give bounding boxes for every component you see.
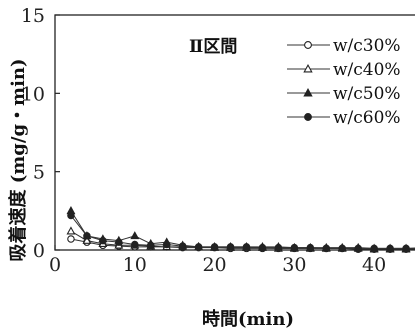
x-tick-label: 30 [282, 254, 306, 276]
legend: w/c30% w/c40% w/c50% w/c60% [287, 36, 401, 128]
x-axis-label: 時間(min) [202, 309, 294, 330]
x-tick-label: 20 [202, 254, 226, 276]
legend-item: w/c40% [287, 60, 401, 80]
data-point [306, 243, 315, 252]
data-point [162, 240, 171, 249]
data-point [115, 238, 123, 246]
chart-annotation: Ⅱ区間 [189, 37, 237, 57]
y-tick-label: 15 [21, 5, 45, 27]
series-line [70, 215, 415, 250]
data-point [67, 211, 75, 220]
legend-item: w/c30% [287, 36, 401, 56]
plot-frame [54, 14, 415, 251]
data-point [370, 244, 378, 253]
data-point [274, 243, 283, 252]
legend-label: w/c50% [333, 84, 401, 104]
data-point [83, 232, 91, 240]
legend-marker [304, 41, 312, 49]
legend-item: w/c60% [287, 108, 401, 128]
y-tick-label: 0 [33, 240, 45, 262]
x-tick-label: 10 [123, 254, 147, 276]
data-point [242, 243, 251, 251]
data-point [258, 243, 267, 252]
data-point [322, 244, 331, 253]
y-axis-label: 吸着速度 (mg/g・min) [7, 58, 29, 261]
data-point [210, 243, 219, 251]
data-point [338, 244, 346, 253]
data-point [194, 243, 203, 251]
series-layer [66, 206, 415, 253]
legend-marker [303, 87, 313, 97]
legend-label: w/c30% [333, 36, 401, 56]
data-point [226, 243, 235, 251]
data-point [99, 236, 107, 245]
legend-item: w/c50% [287, 84, 401, 104]
legend-marker [304, 113, 312, 121]
data-point [131, 240, 139, 249]
x-tick-label: 40 [362, 254, 386, 276]
legend-label: w/c40% [333, 60, 401, 80]
data-point [386, 244, 394, 253]
legend-label: w/c60% [333, 108, 401, 128]
x-tick-label: 0 [49, 254, 61, 276]
y-tick-label: 10 [21, 83, 45, 105]
data-point [146, 241, 155, 250]
data-point [82, 235, 92, 244]
data-point [402, 244, 410, 253]
data-point [130, 231, 140, 240]
data-point [178, 242, 187, 250]
x-axis-ticks: 0 10 20 30 40 [49, 245, 386, 276]
data-point [354, 244, 362, 253]
data-point [67, 235, 75, 243]
legend-marker [303, 63, 313, 73]
data-point [290, 243, 299, 252]
y-axis-ticks: 0 5 10 15 [21, 5, 60, 262]
data-point [66, 226, 76, 235]
y-tick-label: 5 [33, 162, 45, 184]
